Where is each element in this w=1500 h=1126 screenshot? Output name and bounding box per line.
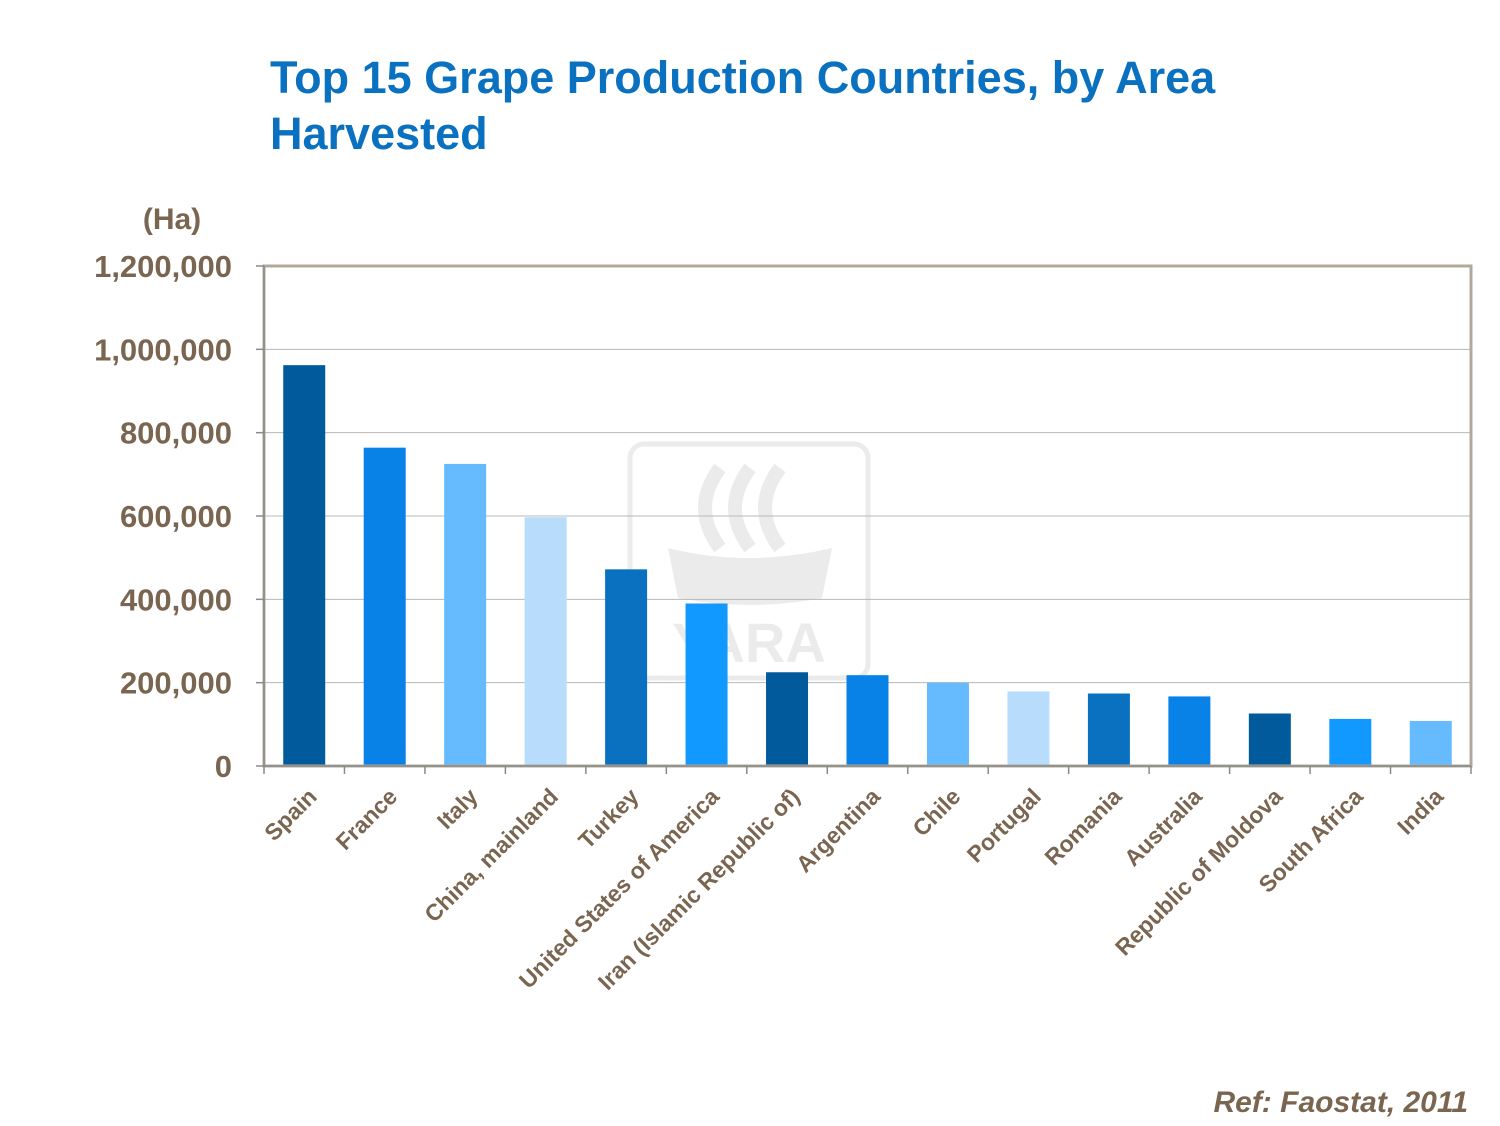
- bar: [766, 672, 809, 766]
- x-category-label: Portugal: [962, 783, 1046, 867]
- bar: [1007, 691, 1050, 766]
- x-category-label: Chile: [907, 783, 965, 841]
- x-category-label: Italy: [432, 783, 483, 834]
- bar: [685, 603, 728, 766]
- bar: [1329, 718, 1372, 766]
- source-reference: Ref: Faostat, 2011: [1213, 1086, 1468, 1119]
- y-tick-label: 600,000: [120, 499, 232, 534]
- y-tick-label: 1,000,000: [94, 332, 232, 367]
- y-axis: 0 200,000 400,000 600,000 800,000 1,000,000 1,…: [94, 249, 264, 784]
- x-category-label: France: [331, 783, 403, 855]
- bar: [926, 682, 969, 766]
- y-tick-label: 1,200,000: [94, 249, 232, 284]
- y-tick-label: 800,000: [120, 416, 232, 451]
- y-tick-label: 400,000: [120, 582, 232, 617]
- x-category-label: India: [1392, 783, 1448, 839]
- y-tick-label: 200,000: [120, 666, 232, 701]
- bar: [1087, 693, 1130, 766]
- y-tick-label: 0: [215, 749, 232, 784]
- bar: [363, 447, 406, 766]
- bar: [846, 675, 889, 766]
- x-category-label: China, mainland: [419, 783, 563, 927]
- chart-title: Top 15 Grape Production Countries, by Ar…: [270, 52, 1216, 159]
- bar: [524, 517, 567, 766]
- x-category-label: Spain: [259, 783, 322, 846]
- x-category-label: Romania: [1039, 783, 1126, 870]
- x-category-label: Turkey: [573, 783, 644, 854]
- yara-logo-watermark: YARA: [627, 441, 871, 681]
- bar: [283, 365, 326, 766]
- x-category-label: Argentina: [791, 783, 885, 877]
- bar: [605, 569, 648, 766]
- y-axis-unit-label: (Ha): [143, 203, 201, 236]
- bar: [1248, 713, 1291, 766]
- bar: [444, 463, 487, 766]
- bar: [1409, 721, 1452, 766]
- bar: [1168, 696, 1211, 766]
- bars: [283, 365, 1452, 766]
